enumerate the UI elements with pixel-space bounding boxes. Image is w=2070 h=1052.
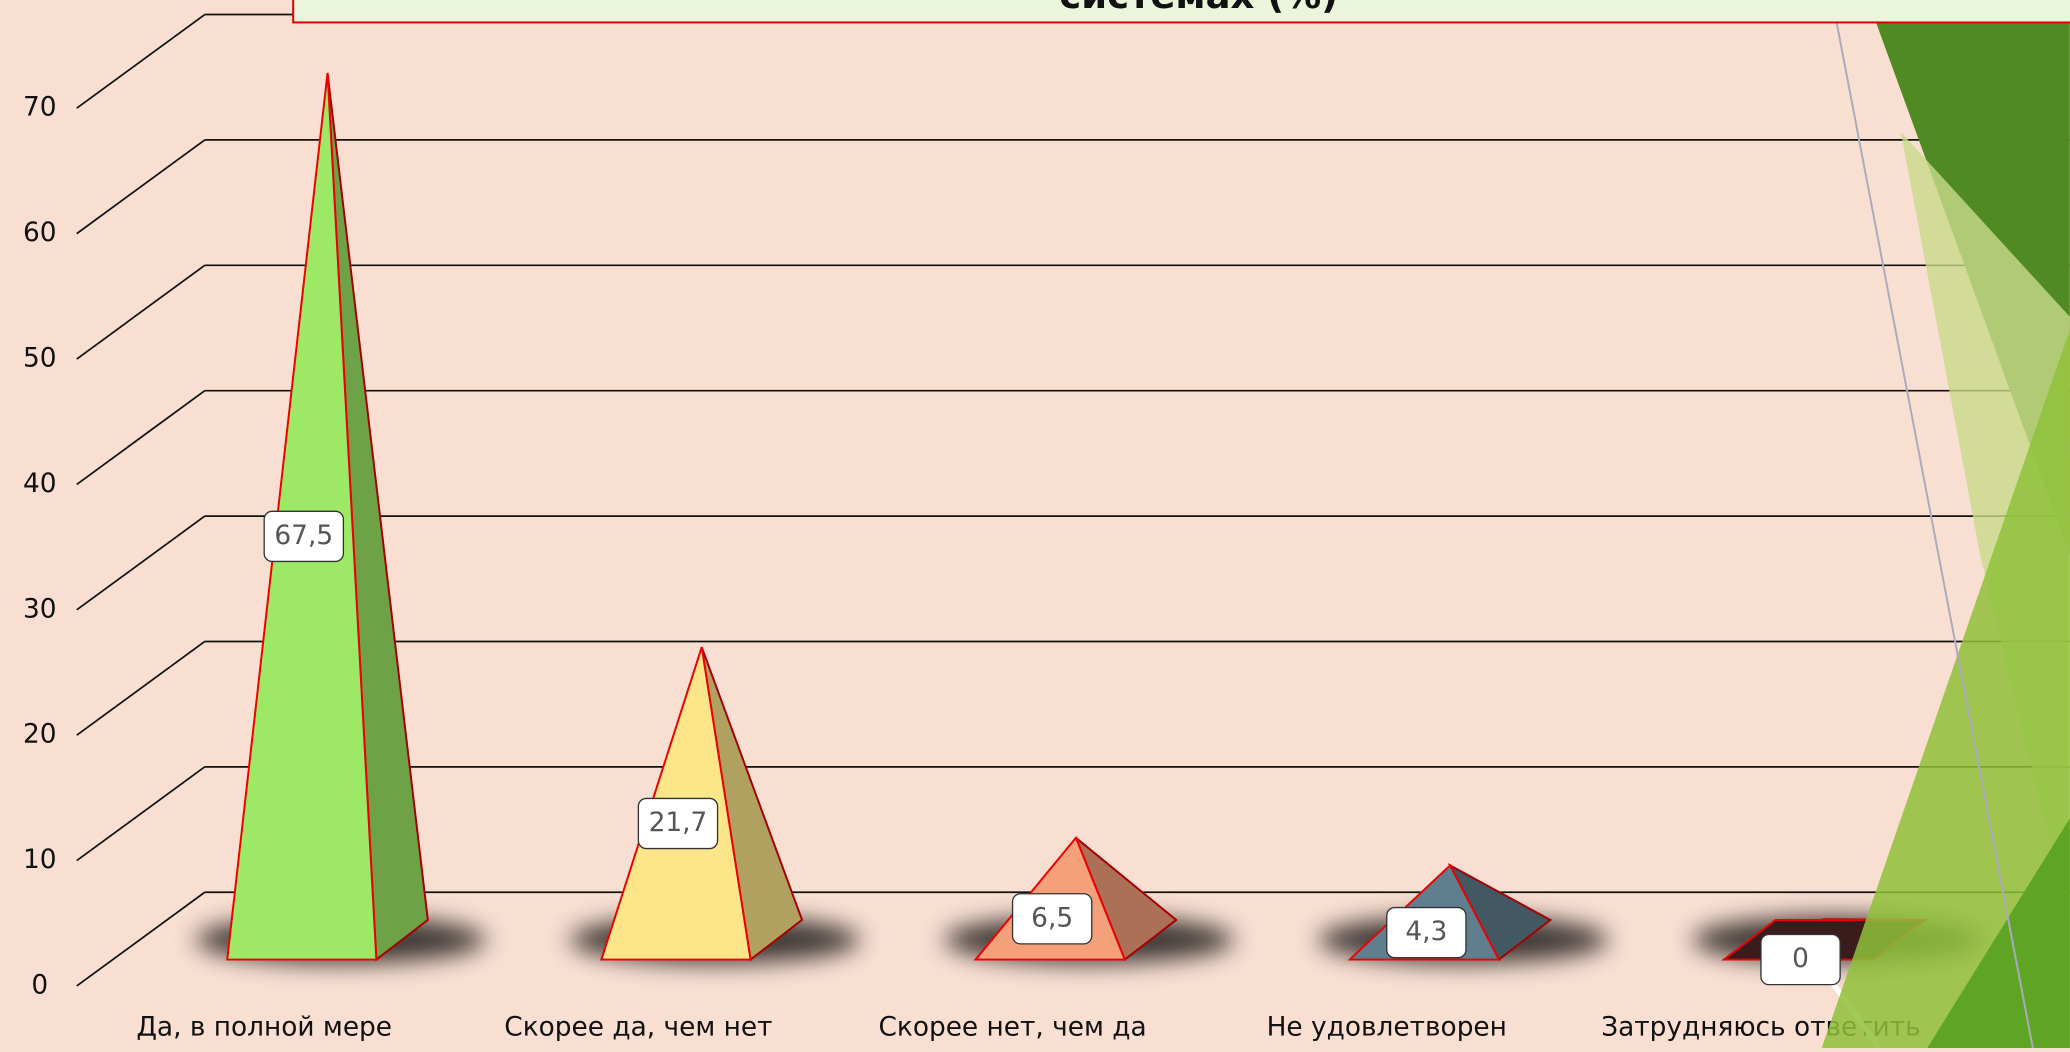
x-tick-label: Скорее да, чем нет — [504, 1013, 772, 1043]
x-tick-label: Не удовлетворен — [1267, 1013, 1507, 1043]
data-label: 6,5 — [1031, 903, 1073, 933]
chart: 0 10 20 30 40 50 60 70 Да, в полной мере 67,5 Скор… — [0, 0, 2070, 1048]
y-tick-label: 10 — [23, 845, 57, 875]
data-label: 67,5 — [274, 521, 333, 551]
y-tick-label: 20 — [23, 720, 57, 750]
page: 0 10 20 30 40 50 60 70 Да, в полной мере 67,5 Скор… — [0, 0, 2070, 1048]
data-label: 4,3 — [1405, 917, 1447, 947]
y-tick-label: 50 — [23, 344, 57, 374]
y-tick-label: 60 — [23, 218, 57, 248]
y-tick-label: 40 — [23, 469, 57, 499]
y-tick-label: 30 — [23, 594, 57, 624]
data-label: 0 — [1792, 944, 1809, 974]
chart-title: системах (%) — [1059, 0, 1338, 17]
data-label: 21,7 — [649, 808, 708, 838]
x-tick-label: Скорее нет, чем да — [878, 1013, 1146, 1043]
y-tick-label: 0 — [31, 970, 48, 1000]
x-tick-label: Да, в полной мере — [136, 1013, 392, 1043]
y-tick-label: 70 — [23, 93, 57, 123]
